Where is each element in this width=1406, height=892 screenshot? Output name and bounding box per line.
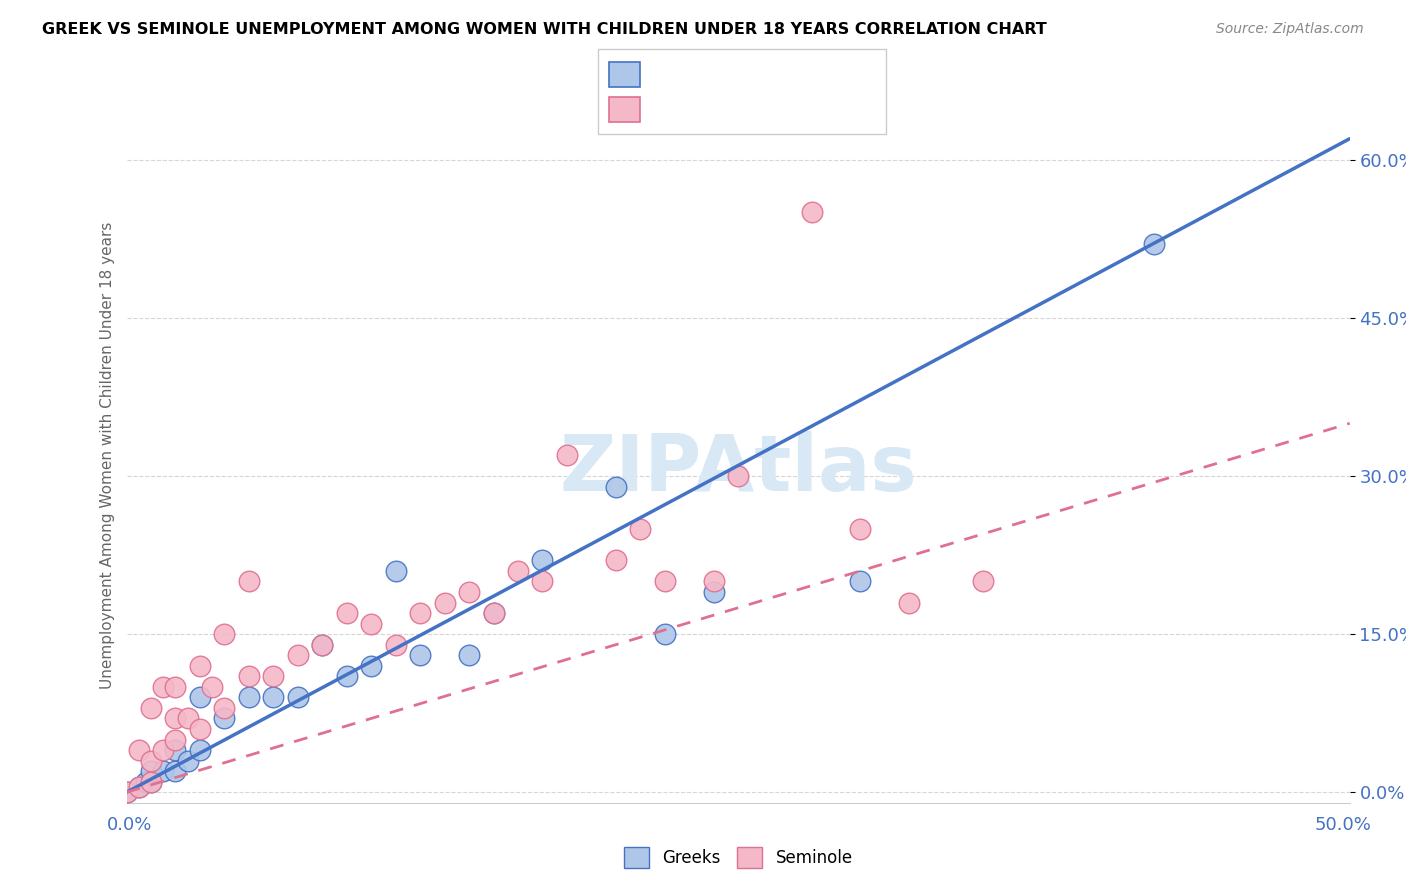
Point <box>506 564 529 578</box>
Point <box>458 585 481 599</box>
Text: 0.421: 0.421 <box>696 101 744 119</box>
Point <box>458 648 481 663</box>
Point <box>214 701 236 715</box>
Text: N =: N = <box>749 101 786 119</box>
Point <box>605 553 627 567</box>
Point <box>165 743 187 757</box>
Point <box>188 743 211 757</box>
Point <box>849 522 872 536</box>
Point <box>605 479 627 493</box>
Point <box>898 595 921 609</box>
Point <box>433 595 456 609</box>
Point <box>703 574 725 589</box>
Text: R =: R = <box>654 65 690 83</box>
Point <box>360 658 382 673</box>
Point <box>238 574 260 589</box>
Point <box>703 585 725 599</box>
Point <box>214 627 236 641</box>
Point <box>628 522 651 536</box>
Point <box>152 743 174 757</box>
Point <box>849 574 872 589</box>
Point <box>1143 237 1166 252</box>
Point <box>727 469 749 483</box>
Point <box>128 743 150 757</box>
Point <box>482 606 505 620</box>
Point <box>384 638 406 652</box>
Point <box>238 669 260 683</box>
Point <box>128 780 150 794</box>
Point <box>214 711 236 725</box>
Point <box>800 205 823 219</box>
Text: 0.0%: 0.0% <box>107 816 152 834</box>
Text: N =: N = <box>749 65 786 83</box>
Point <box>972 574 994 589</box>
Point <box>128 780 150 794</box>
Point <box>409 648 432 663</box>
Legend: Greeks, Seminole: Greeks, Seminole <box>617 841 859 874</box>
Point <box>336 669 359 683</box>
Point <box>531 553 554 567</box>
Point <box>139 754 162 768</box>
Point <box>262 669 284 683</box>
Point <box>287 690 309 705</box>
Point <box>165 732 187 747</box>
Point <box>531 574 554 589</box>
Point <box>555 448 578 462</box>
Point <box>188 690 211 705</box>
Text: 28: 28 <box>792 65 813 83</box>
Point <box>311 638 333 652</box>
Point <box>165 711 187 725</box>
Point <box>287 648 309 663</box>
Text: Source: ZipAtlas.com: Source: ZipAtlas.com <box>1216 22 1364 37</box>
Text: 0.843: 0.843 <box>696 65 744 83</box>
Point <box>139 774 162 789</box>
Point <box>115 785 138 799</box>
Text: 41: 41 <box>792 101 813 119</box>
Text: ZIPAtlas: ZIPAtlas <box>560 431 917 507</box>
Point <box>409 606 432 620</box>
Point <box>384 564 406 578</box>
Point <box>238 690 260 705</box>
Point <box>654 574 676 589</box>
Text: R =: R = <box>654 101 690 119</box>
Point <box>152 680 174 694</box>
Point <box>135 774 157 789</box>
Point <box>654 627 676 641</box>
Point <box>115 785 138 799</box>
Point <box>262 690 284 705</box>
Point <box>482 606 505 620</box>
Point <box>165 680 187 694</box>
Point <box>201 680 224 694</box>
Point <box>177 754 200 768</box>
Point <box>152 764 174 779</box>
Point <box>139 701 162 715</box>
Text: 50.0%: 50.0% <box>1315 816 1371 834</box>
Point <box>188 658 211 673</box>
Point <box>311 638 333 652</box>
Point <box>360 616 382 631</box>
Point <box>177 711 200 725</box>
Point <box>139 764 162 779</box>
Point <box>188 722 211 736</box>
Point <box>165 764 187 779</box>
Y-axis label: Unemployment Among Women with Children Under 18 years: Unemployment Among Women with Children U… <box>100 221 115 689</box>
Point <box>139 774 162 789</box>
Point <box>336 606 359 620</box>
Text: GREEK VS SEMINOLE UNEMPLOYMENT AMONG WOMEN WITH CHILDREN UNDER 18 YEARS CORRELAT: GREEK VS SEMINOLE UNEMPLOYMENT AMONG WOM… <box>42 22 1047 37</box>
